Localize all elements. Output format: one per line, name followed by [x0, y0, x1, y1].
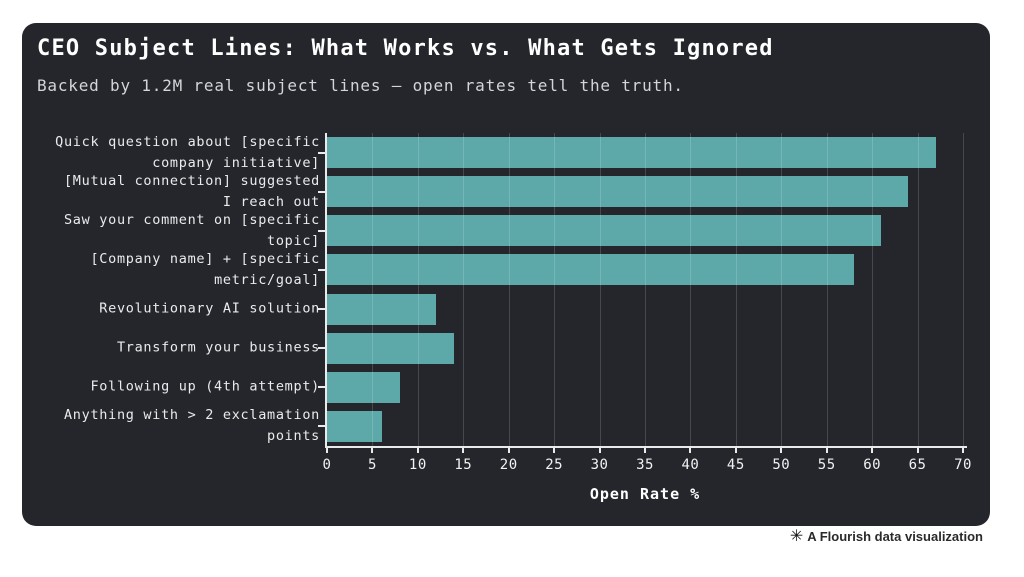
- y-axis-line: [325, 133, 327, 448]
- bar-2[interactable]: [327, 215, 882, 247]
- category-label-7: Anything with > 2 exclamation points: [63, 407, 320, 445]
- category-label-4: Revolutionary AI solution: [99, 300, 320, 317]
- y-tick-7: [318, 425, 325, 428]
- x-tick-label-20: 20: [499, 457, 518, 473]
- x-axis-title: Open Rate %: [589, 485, 701, 503]
- x-tick-40: [689, 448, 692, 453]
- x-tick-10: [416, 448, 419, 453]
- bar-7[interactable]: [327, 410, 382, 442]
- y-tick-1: [318, 190, 325, 193]
- x-tick-label-50: 50: [772, 457, 791, 473]
- x-tick-55: [825, 448, 828, 453]
- gridline-50: [781, 133, 783, 446]
- gridline-20: [508, 133, 510, 446]
- bar-1[interactable]: [327, 176, 909, 208]
- chart-title: CEO Subject Lines: What Works vs. What G…: [37, 36, 774, 61]
- x-tick-label-70: 70: [954, 457, 972, 473]
- gridline-5: [372, 133, 374, 446]
- x-tick-label-10: 10: [408, 457, 427, 473]
- x-tick-45: [734, 448, 737, 453]
- x-tick-label-35: 35: [636, 457, 654, 473]
- gridline-15: [463, 133, 465, 446]
- x-tick-70: [962, 448, 964, 453]
- x-tick-label-65: 65: [908, 457, 927, 473]
- gridline-10: [417, 133, 419, 446]
- x-tick-60: [871, 448, 874, 453]
- x-tick-50: [780, 448, 783, 453]
- bar-6[interactable]: [327, 371, 400, 403]
- bar-3[interactable]: [327, 254, 854, 286]
- category-label-3: [Company name] + [specific metric/goal]: [90, 250, 320, 288]
- x-tick-30: [598, 448, 601, 453]
- x-tick-label-25: 25: [545, 457, 564, 473]
- y-tick-5: [318, 347, 325, 350]
- y-tick-4: [318, 308, 325, 311]
- x-tick-35: [644, 448, 646, 453]
- bar-5[interactable]: [327, 332, 455, 364]
- gridline-40: [690, 133, 692, 446]
- flourish-credit-label: A Flourish data visualization: [807, 528, 983, 544]
- gridline-65: [917, 133, 919, 446]
- y-tick-2: [318, 229, 325, 232]
- x-tick-label-60: 60: [863, 457, 882, 473]
- x-tick-label-0: 0: [322, 457, 332, 473]
- x-tick-label-40: 40: [681, 457, 700, 473]
- category-label-1: [Mutual connection] suggested I reach ou…: [63, 172, 320, 210]
- x-tick-label-15: 15: [454, 457, 473, 473]
- x-tick-5: [371, 448, 374, 453]
- x-tick-label-5: 5: [367, 457, 377, 473]
- category-label-6: Following up (4th attempt): [90, 378, 320, 395]
- y-tick-3: [318, 268, 325, 271]
- x-tick-label-45: 45: [726, 457, 745, 473]
- category-label-2: Saw your comment on [specific topic]: [63, 211, 320, 249]
- x-tick-65: [916, 448, 919, 453]
- x-axis-line: [325, 446, 967, 448]
- x-tick-15: [462, 448, 465, 453]
- y-tick-6: [318, 386, 325, 389]
- x-tick-label-30: 30: [590, 457, 609, 473]
- plot-area: Open Rate % 0 5 10 15 20 25 30 35 40 45 50 55 60 65 70: [318, 133, 971, 503]
- chart-subtitle: Backed by 1.2M real subject lines — open…: [37, 76, 684, 95]
- category-axis-labels: Quick question about [specific company i…: [35, 133, 320, 446]
- bar-0[interactable]: [327, 137, 936, 169]
- flourish-credit-link[interactable]: ✳ A Flourish data visualization: [790, 528, 983, 544]
- chart-card: CEO Subject Lines: What Works vs. What G…: [22, 23, 990, 526]
- gridline-25: [554, 133, 556, 446]
- bar-4[interactable]: [327, 293, 437, 325]
- category-label-5: Transform your business: [116, 339, 320, 356]
- gridline-60: [872, 133, 874, 446]
- flourish-logo-icon: ✳: [789, 526, 804, 545]
- x-tick-label-55: 55: [817, 457, 836, 473]
- y-tick-0: [318, 151, 325, 154]
- x-tick-25: [553, 448, 556, 453]
- gridline-70: [963, 133, 964, 446]
- x-tick-20: [507, 448, 510, 453]
- category-label-0: Quick question about [specific company i…: [55, 133, 320, 171]
- gridline-55: [826, 133, 828, 446]
- gridline-35: [645, 133, 646, 446]
- x-tick-0: [326, 448, 328, 453]
- gridline-45: [735, 133, 737, 446]
- gridline-30: [599, 133, 601, 446]
